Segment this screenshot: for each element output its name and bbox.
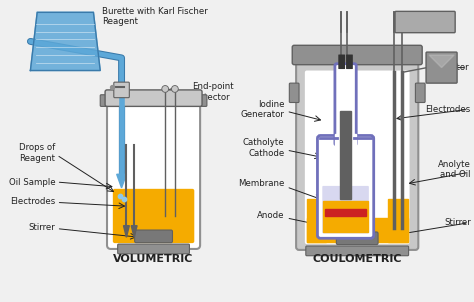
- Text: COULOMETRIC: COULOMETRIC: [312, 254, 402, 264]
- Text: Electrodes: Electrodes: [10, 197, 55, 206]
- FancyBboxPatch shape: [426, 52, 457, 83]
- FancyBboxPatch shape: [338, 54, 345, 69]
- FancyBboxPatch shape: [337, 232, 378, 245]
- FancyBboxPatch shape: [105, 90, 202, 106]
- Point: [120, 197, 128, 202]
- FancyBboxPatch shape: [318, 136, 374, 238]
- FancyBboxPatch shape: [197, 95, 207, 106]
- FancyBboxPatch shape: [296, 60, 419, 250]
- Text: End-point
Detector: End-point Detector: [192, 82, 234, 101]
- FancyBboxPatch shape: [135, 230, 173, 243]
- Text: Detector: Detector: [431, 63, 469, 72]
- Text: CONTROL: CONTROL: [399, 17, 451, 27]
- FancyBboxPatch shape: [335, 64, 356, 145]
- FancyBboxPatch shape: [322, 186, 369, 233]
- FancyBboxPatch shape: [107, 96, 200, 249]
- Polygon shape: [131, 226, 137, 237]
- Text: Electrodes: Electrodes: [426, 105, 471, 114]
- FancyBboxPatch shape: [305, 70, 410, 244]
- FancyBboxPatch shape: [415, 83, 425, 102]
- Polygon shape: [307, 198, 326, 242]
- Text: Oil Sample: Oil Sample: [9, 178, 55, 187]
- Polygon shape: [388, 198, 408, 242]
- Point: [116, 193, 123, 198]
- FancyBboxPatch shape: [114, 82, 129, 98]
- Text: Membrane: Membrane: [238, 179, 284, 188]
- FancyBboxPatch shape: [306, 246, 409, 256]
- Text: Catholyte
Cathode: Catholyte Cathode: [243, 138, 284, 158]
- Point: [108, 85, 116, 89]
- FancyBboxPatch shape: [113, 189, 194, 243]
- FancyBboxPatch shape: [292, 45, 422, 65]
- FancyBboxPatch shape: [289, 83, 299, 102]
- Polygon shape: [335, 133, 356, 146]
- Circle shape: [172, 85, 178, 92]
- Text: Anolyte
and Oil: Anolyte and Oil: [438, 160, 471, 179]
- Text: Burette with Karl Fischer
Reagent: Burette with Karl Fischer Reagent: [102, 7, 208, 26]
- Polygon shape: [30, 12, 100, 70]
- Polygon shape: [124, 226, 129, 237]
- Text: Iodine
Generator: Iodine Generator: [241, 100, 284, 119]
- FancyBboxPatch shape: [118, 244, 190, 254]
- Text: Stirrer: Stirrer: [444, 218, 471, 227]
- FancyBboxPatch shape: [395, 11, 455, 33]
- Text: Stirrer: Stirrer: [29, 223, 55, 232]
- Polygon shape: [307, 218, 408, 242]
- Circle shape: [162, 85, 169, 92]
- FancyBboxPatch shape: [100, 95, 110, 106]
- Polygon shape: [429, 55, 454, 68]
- Polygon shape: [340, 111, 351, 198]
- Text: VOLUMETRIC: VOLUMETRIC: [113, 254, 194, 264]
- Text: Drops of
Reagent: Drops of Reagent: [19, 143, 55, 163]
- Polygon shape: [117, 174, 127, 188]
- Text: Anode: Anode: [257, 211, 284, 220]
- Polygon shape: [325, 209, 366, 216]
- Polygon shape: [323, 201, 368, 233]
- FancyBboxPatch shape: [346, 54, 353, 69]
